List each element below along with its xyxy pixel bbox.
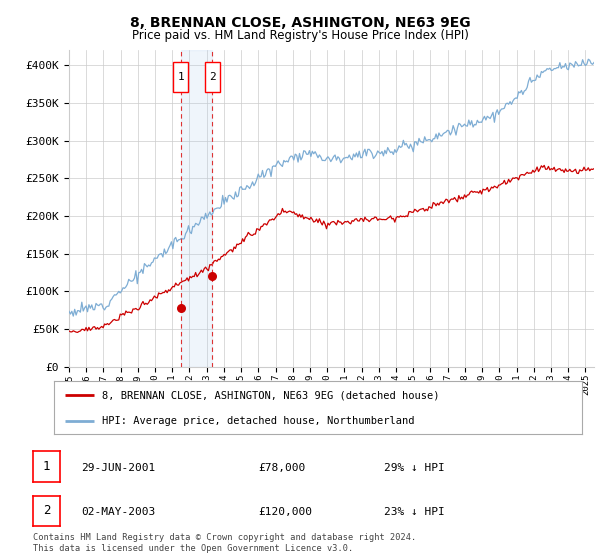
Point <box>176 304 185 312</box>
FancyBboxPatch shape <box>173 62 188 92</box>
Point <box>208 272 217 281</box>
Text: 8, BRENNAN CLOSE, ASHINGTON, NE63 9EG (detached house): 8, BRENNAN CLOSE, ASHINGTON, NE63 9EG (d… <box>101 390 439 400</box>
Text: HPI: Average price, detached house, Northumberland: HPI: Average price, detached house, Nort… <box>101 416 414 426</box>
Text: 8, BRENNAN CLOSE, ASHINGTON, NE63 9EG: 8, BRENNAN CLOSE, ASHINGTON, NE63 9EG <box>130 16 470 30</box>
Text: 2: 2 <box>209 72 216 82</box>
Text: 29-JUN-2001: 29-JUN-2001 <box>81 463 155 473</box>
FancyBboxPatch shape <box>205 62 220 92</box>
Text: 29% ↓ HPI: 29% ↓ HPI <box>384 463 445 473</box>
Text: 02-MAY-2003: 02-MAY-2003 <box>81 507 155 517</box>
Text: 23% ↓ HPI: 23% ↓ HPI <box>384 507 445 517</box>
Text: 1: 1 <box>43 460 50 473</box>
Text: Price paid vs. HM Land Registry's House Price Index (HPI): Price paid vs. HM Land Registry's House … <box>131 29 469 42</box>
Text: 2: 2 <box>43 505 50 517</box>
Text: £120,000: £120,000 <box>258 507 312 517</box>
Text: Contains HM Land Registry data © Crown copyright and database right 2024.
This d: Contains HM Land Registry data © Crown c… <box>33 533 416 553</box>
Text: £78,000: £78,000 <box>258 463 305 473</box>
Bar <box>181 50 212 367</box>
Text: 1: 1 <box>178 72 184 82</box>
